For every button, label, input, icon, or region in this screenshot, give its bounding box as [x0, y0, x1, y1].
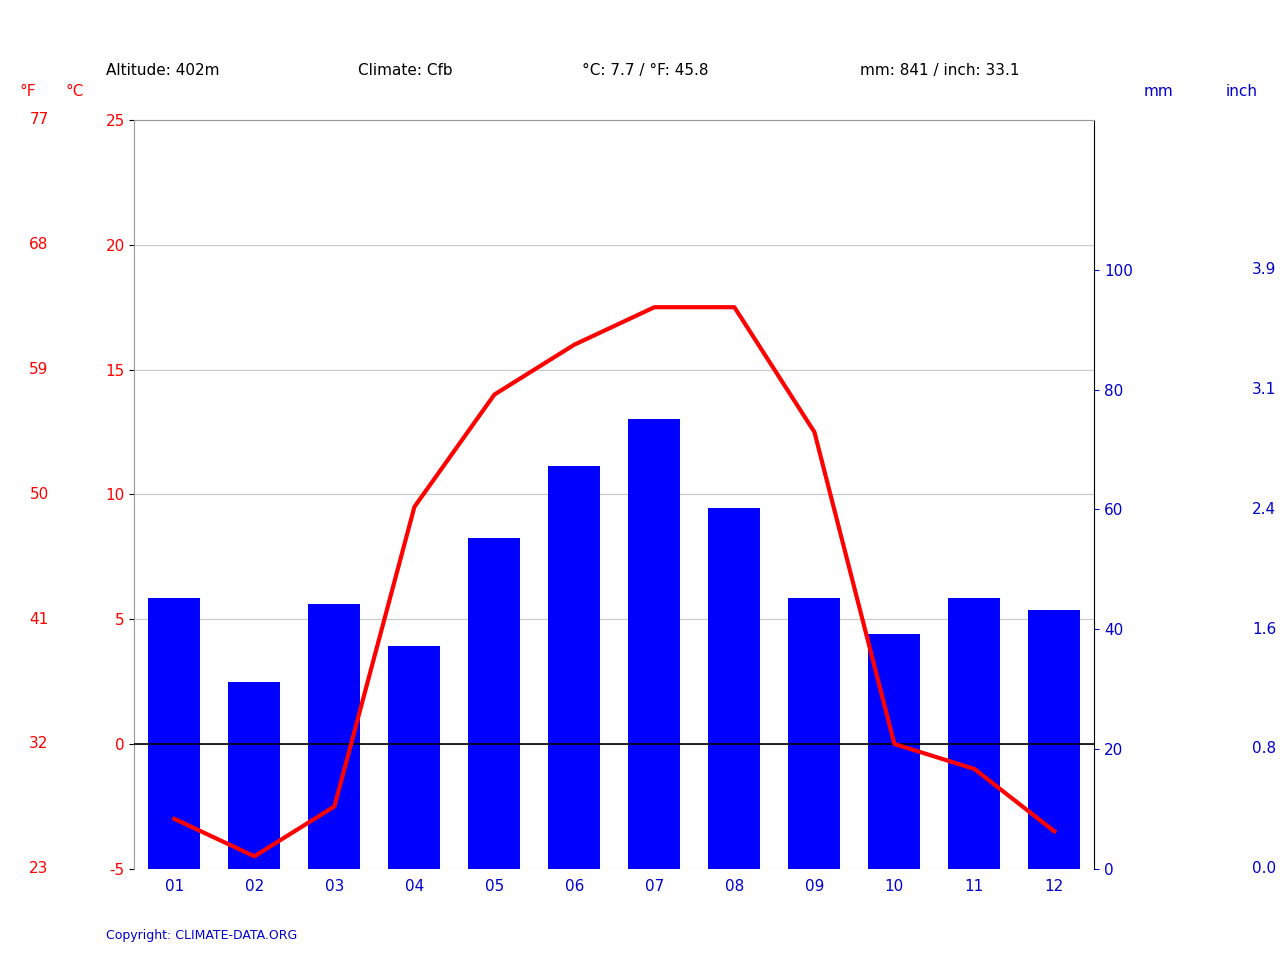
- Text: 41: 41: [29, 612, 49, 627]
- Bar: [148, 598, 201, 869]
- Text: 0.0: 0.0: [1252, 861, 1276, 876]
- Text: 50: 50: [29, 487, 49, 502]
- Bar: [948, 598, 1001, 869]
- Text: 3.9: 3.9: [1252, 262, 1276, 277]
- Text: Copyright: CLIMATE-DATA.ORG: Copyright: CLIMATE-DATA.ORG: [106, 929, 297, 943]
- Bar: [708, 509, 760, 869]
- Text: °F: °F: [20, 84, 36, 99]
- Bar: [628, 419, 681, 869]
- Bar: [868, 635, 920, 869]
- Text: 59: 59: [29, 362, 49, 377]
- Text: 3.1: 3.1: [1252, 382, 1276, 397]
- Bar: [228, 683, 280, 869]
- Bar: [468, 539, 521, 869]
- Text: 32: 32: [29, 736, 49, 752]
- Bar: [388, 646, 440, 869]
- Bar: [548, 467, 600, 869]
- Text: inch: inch: [1226, 84, 1257, 99]
- Text: 0.8: 0.8: [1252, 741, 1276, 756]
- Text: 23: 23: [29, 861, 49, 876]
- Text: 68: 68: [29, 237, 49, 252]
- Text: °C: °C: [65, 84, 83, 99]
- Bar: [1028, 611, 1080, 869]
- Bar: [308, 604, 361, 869]
- Text: 2.4: 2.4: [1252, 502, 1276, 516]
- Text: mm: 841 / inch: 33.1: mm: 841 / inch: 33.1: [860, 62, 1020, 78]
- Text: Altitude: 402m: Altitude: 402m: [106, 62, 220, 78]
- Text: °C: 7.7 / °F: 45.8: °C: 7.7 / °F: 45.8: [582, 62, 709, 78]
- Text: Climate: Cfb: Climate: Cfb: [358, 62, 453, 78]
- Bar: [788, 598, 841, 869]
- Text: 1.6: 1.6: [1252, 622, 1276, 636]
- Text: 77: 77: [29, 112, 49, 128]
- Text: mm: mm: [1143, 84, 1174, 99]
